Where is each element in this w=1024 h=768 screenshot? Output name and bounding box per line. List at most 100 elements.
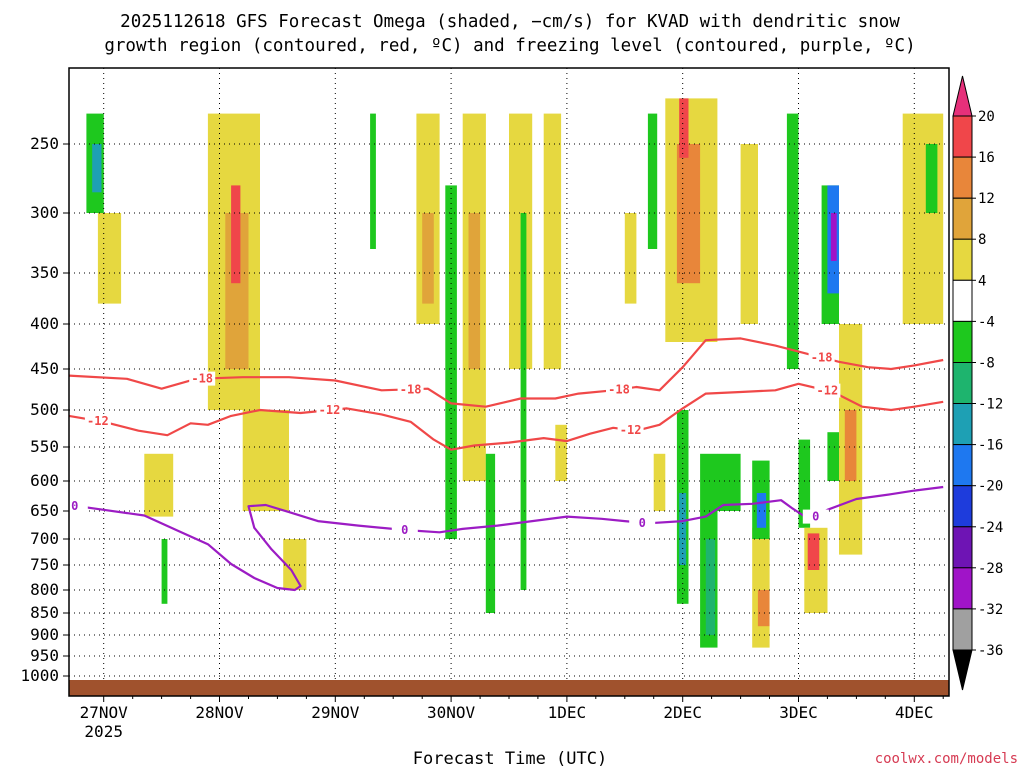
y-tick-label: 400 xyxy=(30,314,59,333)
omega-cell xyxy=(756,493,767,528)
omega-cell xyxy=(705,539,716,635)
omega-cell xyxy=(370,113,376,249)
colorbar-tick-label: -24 xyxy=(978,520,1003,536)
contour-label-bg xyxy=(316,403,343,418)
y-tick-label: 700 xyxy=(30,529,59,548)
contour-label: 0 xyxy=(812,510,819,524)
omega-cell xyxy=(422,213,434,304)
colorbar-band xyxy=(952,608,973,651)
y-axis: 250 300 350 400 450 500 550 600 650 700 750 800 850 9… xyxy=(20,134,69,685)
contour-label-bg xyxy=(808,350,835,365)
omega-cell xyxy=(717,453,741,511)
colorbar-band xyxy=(952,197,973,240)
omega-cell xyxy=(827,432,839,481)
colorbar-tick-label: -36 xyxy=(978,643,1003,659)
omega-cell xyxy=(92,144,102,193)
omega-cell xyxy=(647,113,658,249)
colorbar-band xyxy=(952,362,973,405)
colorbar-tick-label: -28 xyxy=(978,561,1003,577)
contour-label-bg xyxy=(189,371,216,386)
omega-cell xyxy=(242,410,289,511)
contour-label-bg xyxy=(814,383,841,398)
colorbar-tick-label: -32 xyxy=(978,602,1003,618)
contour-label: 0 xyxy=(401,523,408,537)
x-tick-label: 29NOV xyxy=(311,703,360,722)
x-tick-label: 3DEC xyxy=(779,703,818,722)
y-tick-label: 950 xyxy=(30,646,59,665)
omega-cell xyxy=(786,113,799,369)
contour-lines: -18 -18 -18 -18 -12 -12 -12 -12 0 0 0 0 xyxy=(61,337,944,592)
colorbar-tick-label: 8 xyxy=(978,232,986,248)
contour-label: -12 xyxy=(319,403,341,417)
omega-cell xyxy=(543,113,562,369)
omega-cell xyxy=(231,185,241,284)
colorbar-tick-label: 20 xyxy=(978,109,995,125)
colorbar-band xyxy=(952,156,973,199)
omega-cell xyxy=(445,185,457,539)
x-tick-label: 30NOV xyxy=(427,703,476,722)
colorbar-tick-label: 12 xyxy=(978,191,995,207)
omega-cell xyxy=(144,453,174,517)
omega-cell xyxy=(798,439,811,528)
colorbar: 20 16 12 8 4 -4 -8 -12 -16 -20 -24 -28 -32 -36 xyxy=(952,75,1003,691)
colorbar-band xyxy=(952,115,973,158)
contour-label-bg xyxy=(391,523,418,537)
y-tick-label: 1000 xyxy=(20,666,59,685)
x-tick-label: 28NOV xyxy=(195,703,244,722)
contour-label-bg xyxy=(617,423,644,437)
colorbar-band xyxy=(952,444,973,487)
omega-cell xyxy=(624,213,637,304)
grid-lines xyxy=(69,68,949,696)
omega-cell xyxy=(925,144,938,213)
y-tick-label: 750 xyxy=(30,555,59,574)
chart-title-line-2: growth region (contoured, red, ºC) and f… xyxy=(104,36,915,56)
x-tick-label: 27NOV xyxy=(80,703,129,722)
colorbar-band xyxy=(952,485,973,528)
x-axis-label: Forecast Time (UTC) xyxy=(413,749,607,768)
omega-cell xyxy=(676,144,701,284)
omega-cell xyxy=(520,213,527,590)
colorbar-band xyxy=(952,320,973,363)
y-tick-label: 250 xyxy=(30,134,59,153)
x-tick-label: 1DEC xyxy=(548,703,587,722)
y-tick-label: 350 xyxy=(30,263,59,282)
omega-cell xyxy=(161,539,168,604)
x-tick-sublabel: 2025 xyxy=(84,722,123,741)
credit-link[interactable]: coolwx.com/models xyxy=(875,751,1018,767)
colorbar-band xyxy=(952,279,973,322)
omega-cell xyxy=(485,453,496,613)
colorbar-tick-label: 4 xyxy=(978,273,986,289)
y-tick-label: 500 xyxy=(30,400,59,419)
colorbar-under-triangle xyxy=(952,649,973,691)
contour-0-line xyxy=(68,485,944,592)
contour-label: -18 xyxy=(811,351,833,365)
omega-cell xyxy=(468,213,481,369)
colorbar-tick-label: -20 xyxy=(978,479,1003,495)
colorbar-tick-label: -8 xyxy=(978,356,995,372)
chart-title-line-1: 2025112618 GFS Forecast Omega (shaded, −… xyxy=(120,12,900,32)
contour-label-bg xyxy=(397,382,424,397)
omega-cell xyxy=(830,213,837,261)
contour-label: -18 xyxy=(400,382,422,396)
y-tick-label: 600 xyxy=(30,471,59,490)
omega-cell xyxy=(757,590,770,627)
contour-label: -18 xyxy=(608,383,630,397)
contour-label-bg xyxy=(629,515,656,530)
y-tick-label: 800 xyxy=(30,580,59,599)
colorbar-tick-label: 16 xyxy=(978,150,995,166)
x-tick-label: 2DEC xyxy=(663,703,702,722)
contour-label-bg xyxy=(802,509,829,524)
contour--12-line xyxy=(68,382,944,451)
contour-label: 0 xyxy=(71,499,78,513)
contour-label: -12 xyxy=(817,384,839,398)
contour-label: -18 xyxy=(191,372,213,386)
colorbar-over-triangle xyxy=(952,75,973,117)
contour-label-bg xyxy=(84,413,111,428)
omega-cell xyxy=(555,424,567,481)
contour-label-bg xyxy=(606,382,632,397)
omega-cell xyxy=(740,144,758,324)
colorbar-tick-label: -12 xyxy=(978,397,1003,413)
y-tick-label: 300 xyxy=(30,203,59,222)
colorbar-tick-label: -16 xyxy=(978,438,1003,454)
